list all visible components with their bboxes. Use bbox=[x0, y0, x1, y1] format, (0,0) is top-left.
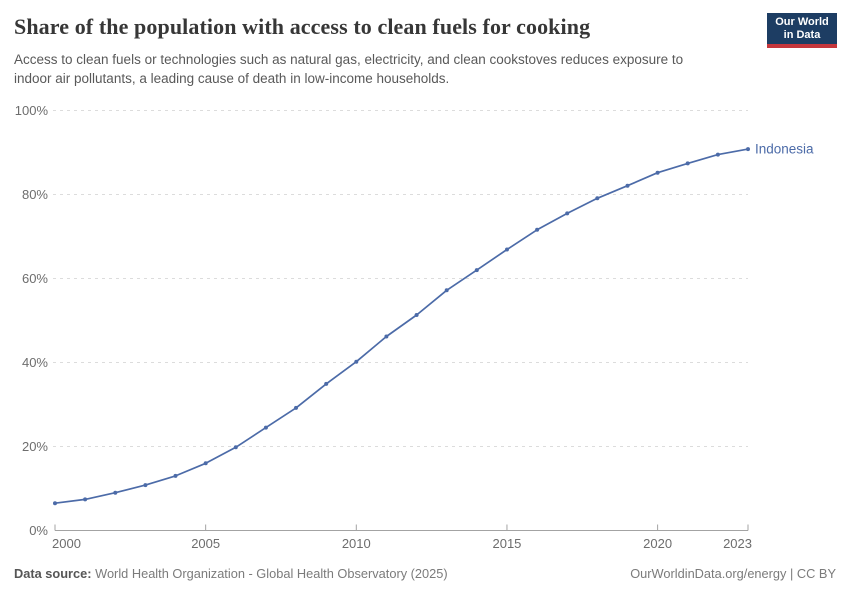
y-gridlines bbox=[53, 110, 748, 447]
data-point-marker bbox=[625, 183, 630, 188]
data-point-marker bbox=[595, 196, 600, 201]
y-tick-label: 100% bbox=[15, 103, 49, 118]
data-point-marker bbox=[263, 425, 268, 430]
y-tick-label: 60% bbox=[22, 271, 48, 286]
data-point-marker bbox=[294, 405, 298, 410]
data-point-marker bbox=[143, 483, 148, 488]
credit-link[interactable]: OurWorldinData.org/energy | CC BY bbox=[630, 566, 836, 581]
data-point-marker bbox=[444, 288, 449, 293]
data-point-marker bbox=[203, 461, 208, 466]
series-end-label: Indonesia bbox=[755, 142, 814, 157]
data-point-marker bbox=[535, 227, 540, 232]
y-tick-label: 40% bbox=[22, 355, 48, 370]
x-tick-label: 2010 bbox=[342, 536, 371, 551]
data-point-marker bbox=[53, 501, 57, 506]
data-point-marker bbox=[233, 445, 238, 450]
data-point-marker bbox=[384, 334, 389, 339]
series-line-indonesia bbox=[54, 148, 749, 505]
owid-logo-line2: in Data bbox=[783, 29, 821, 41]
page-title: Share of the population with access to c… bbox=[14, 14, 591, 39]
x-tick-label: 2023 bbox=[723, 536, 752, 551]
x-tick-label: 2005 bbox=[191, 536, 220, 551]
y-tick-label: 80% bbox=[22, 187, 48, 202]
data-point-marker bbox=[113, 490, 118, 495]
y-tick-label: 20% bbox=[22, 439, 48, 454]
data-point-marker bbox=[414, 313, 419, 317]
chart-subtitle: Access to clean fuels or technologies su… bbox=[14, 52, 684, 86]
owid-logo[interactable]: Our World in Data bbox=[767, 13, 837, 48]
x-tick-label: 2020 bbox=[643, 536, 672, 551]
data-point-marker bbox=[324, 381, 329, 386]
data-point-marker bbox=[565, 211, 570, 216]
data-point-marker bbox=[685, 161, 690, 166]
y-axis-tick-labels: 0% 20% 40% 60% 80% 100% bbox=[15, 103, 49, 538]
data-point-marker bbox=[173, 473, 178, 478]
y-tick-label: 0% bbox=[29, 523, 48, 538]
data-point-marker bbox=[746, 147, 750, 152]
x-axis bbox=[54, 524, 749, 531]
owid-logo-line1: Our World bbox=[775, 16, 829, 28]
data-point-marker bbox=[715, 152, 720, 157]
data-point-marker bbox=[655, 170, 660, 175]
data-source-label: Data source: bbox=[14, 566, 92, 581]
x-tick-label: 2015 bbox=[492, 536, 521, 551]
chart-footer: Data source: World Health Organization -… bbox=[14, 566, 836, 581]
x-axis-tick-labels: 2000 2005 2010 2015 2020 2023 bbox=[52, 536, 752, 551]
data-point-marker bbox=[83, 497, 88, 502]
data-source-value: World Health Organization - Global Healt… bbox=[95, 566, 448, 581]
data-point-marker bbox=[505, 247, 509, 252]
data-source: Data source: World Health Organization -… bbox=[14, 566, 448, 581]
x-tick-label: 2000 bbox=[52, 536, 81, 551]
series-point-markers bbox=[53, 147, 750, 506]
data-point-marker bbox=[354, 359, 359, 364]
data-point-marker bbox=[474, 268, 479, 273]
